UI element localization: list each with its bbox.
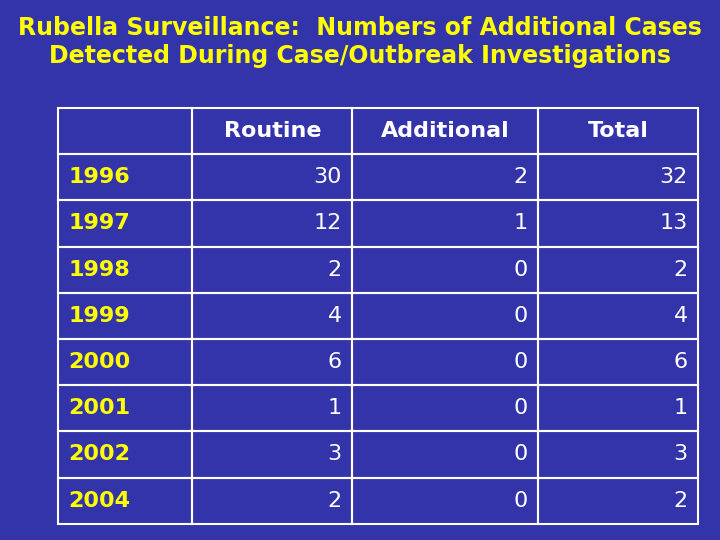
Text: 6: 6 (673, 352, 688, 372)
Bar (58, 108, 192, 154)
Bar (538, 339, 698, 385)
Text: 13: 13 (660, 213, 688, 233)
Bar (538, 431, 698, 477)
Bar (58, 385, 192, 431)
Text: 2: 2 (328, 491, 341, 511)
Text: Routine: Routine (223, 121, 321, 141)
Text: 6: 6 (328, 352, 341, 372)
Text: 2: 2 (328, 260, 341, 280)
Bar (58, 154, 192, 200)
Bar (58, 339, 192, 385)
Bar (192, 293, 352, 339)
Text: 1998: 1998 (68, 260, 130, 280)
Text: 30: 30 (313, 167, 341, 187)
Text: 0: 0 (513, 491, 527, 511)
Text: 1: 1 (328, 399, 341, 418)
Text: 2: 2 (673, 260, 688, 280)
Bar (538, 293, 698, 339)
Text: 12: 12 (313, 213, 341, 233)
Text: 2000: 2000 (68, 352, 130, 372)
Bar (352, 154, 538, 200)
Text: 32: 32 (660, 167, 688, 187)
Bar (352, 339, 538, 385)
Text: Total: Total (588, 121, 649, 141)
Bar (58, 431, 192, 477)
Text: Additional: Additional (381, 121, 510, 141)
Text: 4: 4 (673, 306, 688, 326)
Bar (192, 431, 352, 477)
Text: 2: 2 (513, 167, 527, 187)
Bar (192, 200, 352, 247)
Text: 0: 0 (513, 260, 527, 280)
Bar (58, 293, 192, 339)
Bar (352, 293, 538, 339)
Text: 0: 0 (513, 306, 527, 326)
Bar (538, 385, 698, 431)
Bar (352, 431, 538, 477)
Bar (192, 385, 352, 431)
Bar (192, 247, 352, 293)
Text: Rubella Surveillance:  Numbers of Additional Cases
Detected During Case/Outbreak: Rubella Surveillance: Numbers of Additio… (18, 16, 702, 68)
Text: 2002: 2002 (68, 444, 130, 464)
Bar (352, 200, 538, 247)
Text: 0: 0 (513, 444, 527, 464)
Text: 3: 3 (328, 444, 341, 464)
Bar (192, 154, 352, 200)
Bar (538, 477, 698, 524)
Text: 1996: 1996 (68, 167, 130, 187)
Bar (192, 108, 352, 154)
Bar (538, 154, 698, 200)
Text: 0: 0 (513, 352, 527, 372)
Bar (58, 247, 192, 293)
Bar (538, 247, 698, 293)
Bar (192, 477, 352, 524)
Text: 2004: 2004 (68, 491, 130, 511)
Bar (538, 200, 698, 247)
Bar (58, 477, 192, 524)
Text: 1999: 1999 (68, 306, 130, 326)
Bar (352, 477, 538, 524)
Bar (352, 385, 538, 431)
Text: 1: 1 (673, 399, 688, 418)
Text: 1: 1 (513, 213, 527, 233)
Text: 1997: 1997 (68, 213, 130, 233)
Bar (58, 200, 192, 247)
Text: 2: 2 (673, 491, 688, 511)
Text: 3: 3 (673, 444, 688, 464)
Bar (192, 339, 352, 385)
Text: 4: 4 (328, 306, 341, 326)
Bar (352, 108, 538, 154)
Bar (352, 247, 538, 293)
Bar (538, 108, 698, 154)
Text: 0: 0 (513, 399, 527, 418)
Text: 2001: 2001 (68, 399, 130, 418)
